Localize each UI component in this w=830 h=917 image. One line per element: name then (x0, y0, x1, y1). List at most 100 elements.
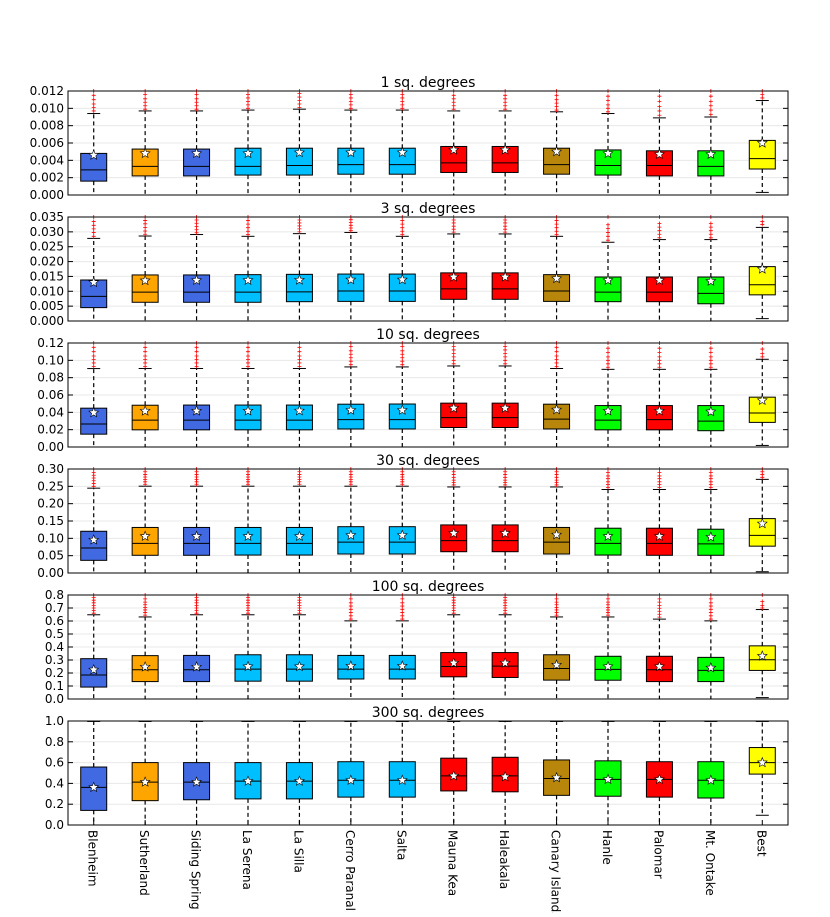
box-best (748, 593, 776, 699)
outlier (554, 225, 559, 230)
box-blenheim (80, 215, 108, 322)
mean-marker (756, 517, 768, 529)
mean-marker (191, 776, 203, 787)
mean-marker (602, 147, 614, 159)
outlier (451, 93, 456, 98)
y-tick-label: 0.6 (45, 756, 64, 770)
outlier (194, 107, 199, 112)
outlier (760, 219, 765, 224)
box-best (748, 215, 776, 320)
box-palomar (645, 341, 673, 448)
outlier (554, 97, 559, 102)
outlier (708, 600, 713, 605)
outlier (194, 103, 199, 108)
outlier (143, 596, 148, 601)
mean-marker (139, 147, 151, 159)
y-tick-label: 0.006 (30, 136, 64, 150)
outlier (400, 348, 405, 353)
mean-marker (396, 529, 408, 540)
outlier (91, 223, 96, 228)
mean-marker (756, 137, 768, 148)
outlier (143, 103, 148, 108)
y-tick-label: 0.0 (45, 818, 64, 832)
y-tick-label: 0.4 (45, 640, 64, 654)
panel-title: 100 sq. degrees (372, 579, 485, 595)
outlier (451, 358, 456, 363)
outlier (194, 349, 199, 354)
outlier (503, 344, 508, 349)
outlier (760, 354, 765, 359)
outlier (657, 235, 662, 240)
outlier (400, 102, 405, 107)
outlier (400, 362, 405, 367)
outlier (348, 92, 353, 97)
mean-marker (602, 274, 614, 285)
outlier (708, 225, 713, 230)
box-cerro-paranal (337, 467, 365, 574)
mean-marker (653, 148, 665, 159)
x-tick-label: La Silla (291, 830, 305, 873)
outlier (348, 106, 353, 111)
box-mt-ontake (697, 89, 725, 196)
outlier (194, 357, 199, 362)
box-hanle (594, 593, 622, 700)
outlier (606, 350, 610, 355)
outlier (400, 229, 405, 234)
y-tick-label: 0.020 (30, 255, 64, 269)
outlier (297, 354, 302, 358)
box-mt-ontake (697, 467, 725, 574)
box-palomar (645, 215, 673, 322)
outlier (657, 358, 662, 363)
outlier (400, 596, 405, 601)
axes-frame (67, 720, 789, 826)
panel-1: 1 sq. degrees 0.000 0.002 0.004 0.006 0.008 0.… (30, 75, 789, 202)
outlier (708, 470, 713, 475)
mean-marker (448, 770, 460, 781)
mean-marker (756, 650, 768, 661)
outlier (246, 99, 250, 104)
y-tick-label: 0.025 (30, 240, 64, 254)
mean-marker (705, 531, 717, 542)
axes-frame (67, 594, 789, 700)
mean-marker (242, 147, 254, 159)
outlier (194, 345, 199, 350)
outlier (503, 96, 508, 101)
outlier (760, 603, 765, 608)
outlier (708, 354, 713, 359)
box-blenheim (80, 341, 108, 448)
y-tick-label: 0.5 (45, 627, 64, 641)
outlier (348, 359, 353, 364)
y-tick-label: 0.0 (45, 692, 64, 706)
outlier (503, 103, 508, 108)
mean-marker (551, 145, 563, 157)
mean-marker (345, 660, 357, 671)
outlier (606, 102, 610, 107)
mean-marker (293, 404, 305, 416)
outlier (91, 219, 96, 224)
box-haleakala (491, 593, 519, 700)
outlier (503, 354, 508, 359)
y-tick-label: 0.6 (45, 614, 64, 628)
outlier (400, 352, 405, 357)
outlier (554, 104, 559, 109)
box-salta (388, 341, 416, 448)
box-la-silla (285, 89, 313, 196)
x-tick-label: Palomar (651, 830, 665, 879)
outlier (91, 105, 96, 110)
outlier (760, 95, 765, 100)
box-la-serena (234, 341, 262, 448)
y-tick-label: 0.8 (45, 588, 64, 602)
panel-title: 10 sq. degrees (376, 327, 480, 343)
mean-marker (293, 775, 305, 786)
y-tick-label: 0.010 (30, 101, 64, 115)
outlier (297, 349, 302, 354)
outlier (451, 361, 456, 366)
iqr-box (80, 152, 108, 182)
outlier (246, 229, 250, 234)
box-mt-ontake (697, 720, 725, 826)
panel-title: 300 sq. degrees (372, 705, 485, 721)
box-la-serena (234, 467, 262, 574)
box-siding-spring (183, 89, 211, 196)
outlier (297, 357, 302, 362)
